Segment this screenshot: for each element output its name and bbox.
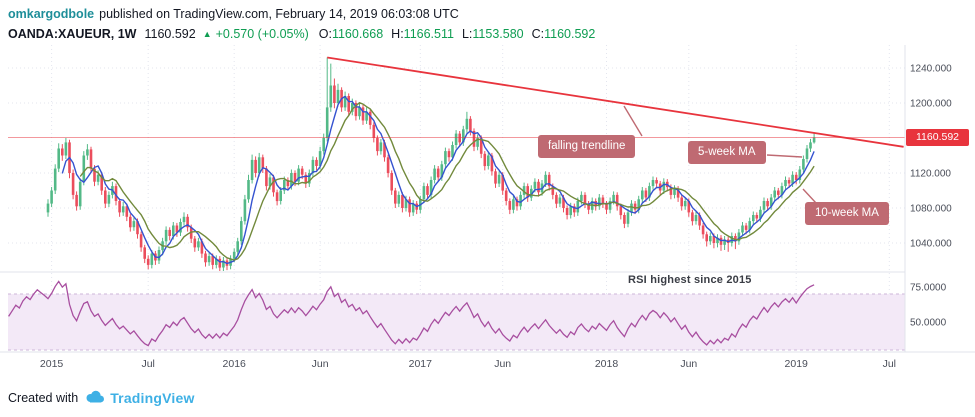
- svg-text:Jul: Jul: [883, 358, 896, 370]
- last-price-axis-label: 1160.592: [906, 129, 969, 146]
- label-connectors: [623, 105, 817, 204]
- high-value: 1166.511: [403, 27, 454, 41]
- low-value: 1153.580: [472, 27, 524, 41]
- open-value: 1160.668: [331, 27, 384, 41]
- price-change: +0.570 (+0.05%): [215, 27, 309, 41]
- candles-layer: [46, 57, 816, 271]
- change-up-icon: ▲: [202, 29, 212, 39]
- symbol-line: OANDA:XAUEUR, 1W 1160.592 ▲ +0.570 (+0.0…: [8, 26, 967, 43]
- svg-text:1040.000: 1040.000: [910, 239, 952, 250]
- ma-slow-label[interactable]: 10-week MA: [805, 202, 889, 225]
- falling-trendline-label[interactable]: falling trendline: [538, 135, 636, 158]
- open-label: O:: [318, 27, 332, 41]
- falling-trendline-drawing[interactable]: [327, 56, 904, 148]
- svg-text:2017: 2017: [409, 358, 433, 370]
- rsi-annotation[interactable]: RSI highest since 2015: [628, 274, 752, 286]
- svg-text:1240.000: 1240.000: [910, 64, 952, 75]
- tradingview-logo-icon: [85, 390, 105, 406]
- created-with-text: Created with: [8, 390, 79, 405]
- published-line: omkargodbole published on TradingView.com…: [8, 7, 967, 22]
- close-value: 1160.592: [544, 27, 596, 41]
- snapshot-header: omkargodbole published on TradingView.com…: [0, 0, 975, 45]
- svg-text:75.0000: 75.0000: [910, 283, 947, 294]
- tradingview-link[interactable]: TradingView: [85, 390, 194, 406]
- svg-text:2018: 2018: [595, 358, 619, 370]
- ohlc-high: H:1166.511: [391, 26, 454, 42]
- svg-text:2015: 2015: [40, 358, 64, 370]
- ma-fast-line: [61, 95, 815, 265]
- username-link[interactable]: omkargodbole: [8, 7, 95, 21]
- close-label: C:: [531, 27, 545, 41]
- price-axis[interactable]: 1240.000 1200.000 1120.000 1080.000 1040.000…: [910, 64, 952, 329]
- pane-separators: [0, 45, 975, 353]
- svg-text:2019: 2019: [785, 358, 809, 370]
- svg-text:1120.000: 1120.000: [910, 169, 951, 180]
- last-price: 1160.592: [144, 27, 196, 41]
- ohlc-low: L:1153.580: [462, 26, 524, 42]
- svg-text:2016: 2016: [223, 358, 247, 370]
- rsi-band: [8, 293, 905, 351]
- snapshot-footer: Created with TradingView: [0, 378, 975, 417]
- svg-text:1080.000: 1080.000: [910, 204, 952, 215]
- ohlc-open: O:1160.668: [319, 26, 383, 42]
- tradingview-wordmark: TradingView: [110, 389, 195, 406]
- symbol-title: OANDA:XAUEUR, 1W: [8, 27, 137, 41]
- ma-fast-label[interactable]: 5-week MA: [688, 141, 766, 164]
- svg-text:Jul: Jul: [141, 358, 154, 370]
- svg-text:Jun: Jun: [312, 358, 329, 370]
- svg-text:Jun: Jun: [680, 358, 697, 370]
- published-text: published on TradingView.com, February 1…: [99, 7, 459, 21]
- grid-layer: [8, 45, 905, 352]
- low-label: L:: [461, 27, 473, 41]
- ohlc-close: C:1160.592: [532, 26, 596, 42]
- chart-area: 1240.000 1200.000 1120.000 1080.000 1040.000…: [0, 45, 975, 378]
- high-label: H:: [391, 27, 404, 41]
- svg-text:50.0000: 50.0000: [910, 318, 947, 329]
- ma-slow-line: [79, 101, 815, 261]
- svg-text:1200.000: 1200.000: [910, 99, 952, 110]
- price-chart[interactable]: 1240.000 1200.000 1120.000 1080.000 1040.000…: [0, 45, 975, 378]
- svg-text:Jun: Jun: [494, 358, 511, 370]
- rsi-line: [8, 280, 815, 347]
- time-axis[interactable]: 2015 Jul 2016 Jun 2017 Jun 2018 Jun 2019 Jul: [40, 358, 896, 370]
